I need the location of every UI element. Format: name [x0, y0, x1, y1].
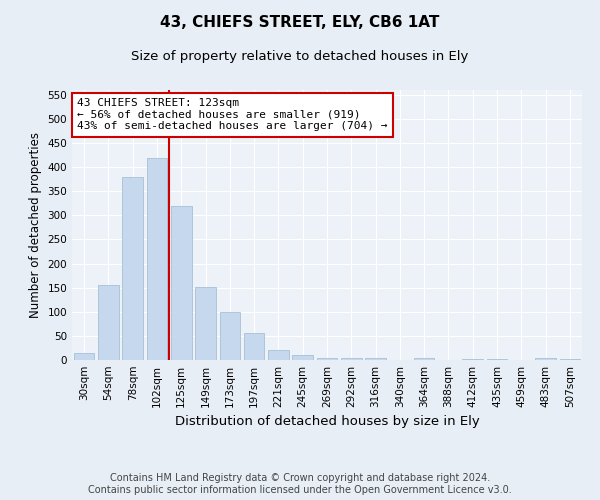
Text: 43 CHIEFS STREET: 123sqm
← 56% of detached houses are smaller (919)
43% of semi-: 43 CHIEFS STREET: 123sqm ← 56% of detach…: [77, 98, 388, 132]
Bar: [317, 358, 337, 360]
Bar: [244, 334, 265, 360]
Bar: [463, 358, 483, 360]
Bar: [220, 312, 240, 360]
Bar: [171, 206, 191, 360]
Bar: [560, 358, 580, 360]
Bar: [146, 158, 167, 360]
Text: 43, CHIEFS STREET, ELY, CB6 1AT: 43, CHIEFS STREET, ELY, CB6 1AT: [160, 15, 440, 30]
Bar: [365, 358, 386, 360]
Bar: [74, 353, 94, 360]
Bar: [292, 355, 313, 360]
X-axis label: Distribution of detached houses by size in Ely: Distribution of detached houses by size …: [175, 416, 479, 428]
Bar: [98, 286, 119, 360]
Bar: [122, 177, 143, 360]
Bar: [195, 286, 216, 360]
Y-axis label: Number of detached properties: Number of detached properties: [29, 132, 42, 318]
Bar: [341, 358, 362, 360]
Bar: [535, 358, 556, 360]
Bar: [414, 358, 434, 360]
Bar: [268, 350, 289, 360]
Text: Size of property relative to detached houses in Ely: Size of property relative to detached ho…: [131, 50, 469, 63]
Bar: [487, 359, 508, 360]
Text: Contains HM Land Registry data © Crown copyright and database right 2024.
Contai: Contains HM Land Registry data © Crown c…: [88, 474, 512, 495]
